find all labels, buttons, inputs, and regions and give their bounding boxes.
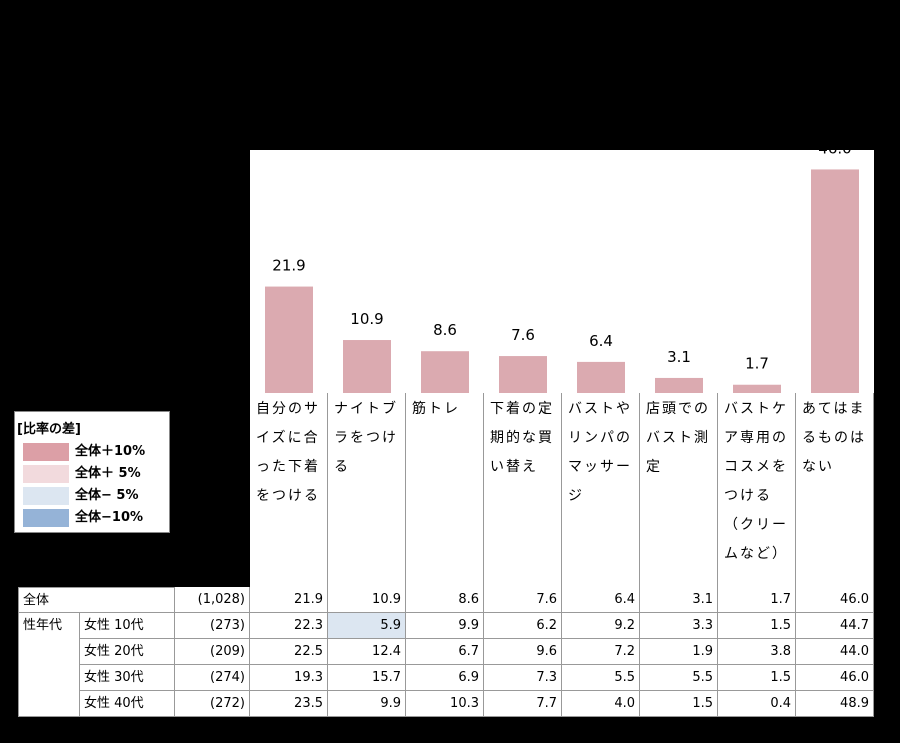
value-cell: 22.5 — [250, 639, 328, 665]
value-label: 10.9 — [350, 310, 383, 328]
row-label: 女性 10代 — [80, 613, 175, 639]
value-cell: 1.9 — [640, 639, 718, 665]
value-cell: 19.3 — [250, 665, 328, 691]
bar — [655, 377, 703, 393]
value-cell: 0.4 — [718, 691, 796, 717]
value-cell: 6.4 — [562, 587, 640, 613]
value-cell: 9.2 — [562, 613, 640, 639]
bar — [733, 384, 781, 393]
row-n: (273) — [175, 613, 250, 639]
legend-swatch — [23, 487, 69, 505]
value-cell: 1.5 — [718, 665, 796, 691]
row-n: (1,028) — [175, 587, 250, 613]
value-cell: 5.9 — [328, 613, 406, 639]
column-header: ナイトブラをつける — [328, 393, 406, 587]
value-cell: 10.3 — [406, 691, 484, 717]
column-header: あてはまるものはない — [796, 393, 874, 587]
bar — [499, 356, 547, 393]
value-label: 7.6 — [511, 326, 535, 344]
value-label: 6.4 — [589, 332, 613, 350]
legend-swatch — [23, 465, 69, 483]
legend-swatch — [23, 443, 69, 461]
column-header: 自分のサイズに合った下着をつける — [250, 393, 328, 587]
value-cell: 21.9 — [250, 587, 328, 613]
column-header: バストケア専用のコスメをつける（クリームなど） — [718, 393, 796, 587]
row-n: (272) — [175, 691, 250, 717]
group-label: 性年代 — [18, 613, 80, 717]
value-cell: 44.0 — [796, 639, 874, 665]
value-cell: 3.8 — [718, 639, 796, 665]
row-label: 全体 — [18, 587, 175, 613]
value-cell: 23.5 — [250, 691, 328, 717]
chart: 21.9 10.9 8.6 7.6 6.4 3.1 1.7 46.0 — [250, 139, 874, 393]
value-label: 8.6 — [433, 321, 457, 339]
legend: [比率の差] 全体＋10% 全体＋ 5% 全体− 5% 全体−10% — [14, 411, 170, 533]
legend-label: 全体− 5% — [75, 488, 139, 503]
value-cell: 15.7 — [328, 665, 406, 691]
value-cell: 9.6 — [484, 639, 562, 665]
row-label: 女性 20代 — [80, 639, 175, 665]
value-cell: 1.5 — [640, 691, 718, 717]
value-cell: 3.3 — [640, 613, 718, 639]
value-cell: 3.1 — [640, 587, 718, 613]
row-label: 女性 40代 — [80, 691, 175, 717]
value-cell: 12.4 — [328, 639, 406, 665]
row-n: (209) — [175, 639, 250, 665]
value-cell: 4.0 — [562, 691, 640, 717]
value-cell: 6.2 — [484, 613, 562, 639]
bar — [811, 169, 859, 393]
column-header: バストやリンパのマッサージ — [562, 393, 640, 587]
column-header: 店頭でのバスト測定 — [640, 393, 718, 587]
bar — [343, 340, 391, 393]
value-cell: 7.2 — [562, 639, 640, 665]
legend-label: 全体−10% — [75, 510, 144, 525]
legend-title: [比率の差] — [17, 422, 81, 437]
bar — [577, 361, 625, 393]
legend-label: 全体＋10% — [75, 444, 146, 459]
value-cell: 7.6 — [484, 587, 562, 613]
value-cell: 46.0 — [796, 587, 874, 613]
legend-label: 全体＋ 5% — [75, 466, 141, 481]
legend-swatch — [23, 509, 69, 527]
value-cell: 8.6 — [406, 587, 484, 613]
value-cell: 7.3 — [484, 665, 562, 691]
value-cell: 7.7 — [484, 691, 562, 717]
bar — [265, 286, 313, 393]
value-label: 1.7 — [745, 355, 769, 373]
column-header: 下着の定期的な買い替え — [484, 393, 562, 587]
value-cell: 1.5 — [718, 613, 796, 639]
value-label: 21.9 — [272, 257, 305, 275]
value-label: 46.0 — [818, 139, 851, 157]
value-cell: 44.7 — [796, 613, 874, 639]
value-cell: 9.9 — [328, 691, 406, 717]
bar — [421, 351, 469, 393]
value-cell: 9.9 — [406, 613, 484, 639]
value-cell: 6.7 — [406, 639, 484, 665]
value-cell: 5.5 — [640, 665, 718, 691]
value-cell: 5.5 — [562, 665, 640, 691]
value-cell: 46.0 — [796, 665, 874, 691]
column-header: 筋トレ — [406, 393, 484, 587]
value-cell: 6.9 — [406, 665, 484, 691]
row-n: (274) — [175, 665, 250, 691]
row-label: 女性 30代 — [80, 665, 175, 691]
value-label: 3.1 — [667, 348, 691, 366]
value-cell: 1.7 — [718, 587, 796, 613]
value-cell: 48.9 — [796, 691, 874, 717]
value-cell: 10.9 — [328, 587, 406, 613]
value-cell: 22.3 — [250, 613, 328, 639]
